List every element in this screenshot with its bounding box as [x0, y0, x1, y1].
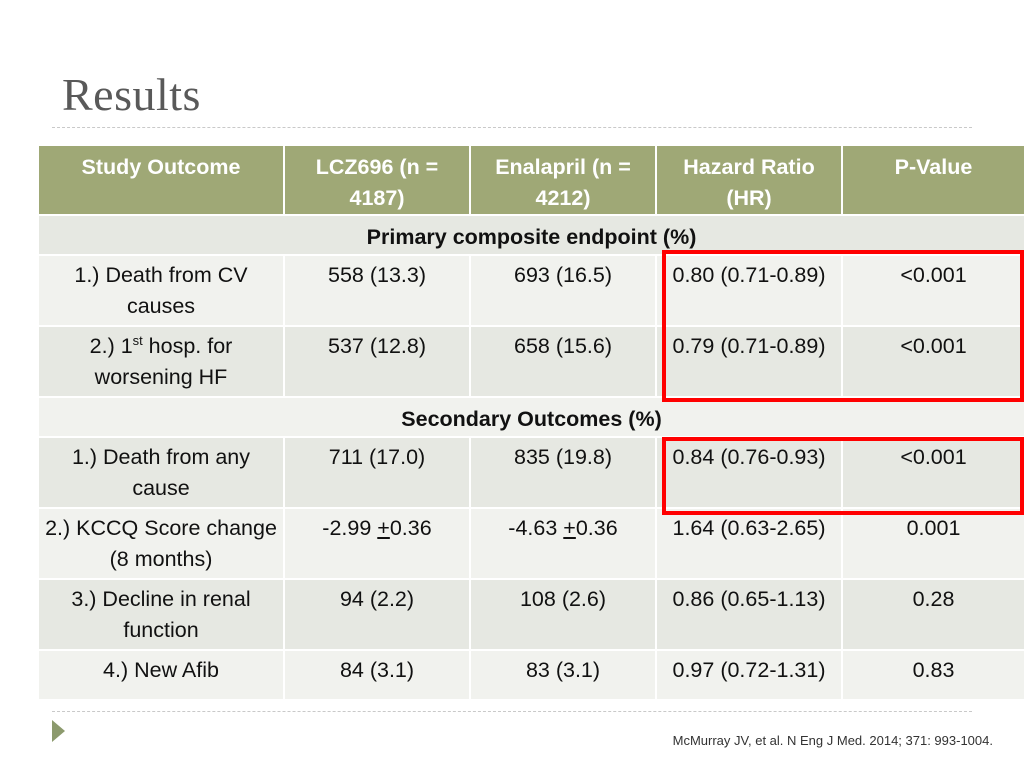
- section-row-secondary: Secondary Outcomes (%): [37, 396, 1024, 438]
- cell-outcome: 4.) New Afib: [37, 649, 285, 701]
- cell-p-value: <0.001: [841, 325, 1024, 398]
- header-study-outcome: Study Outcome: [37, 144, 285, 216]
- cell-enalapril: 108 (2.6): [469, 578, 657, 651]
- cell-hazard-ratio: 0.86 (0.65-1.13): [655, 578, 843, 651]
- cell-outcome: 2.) 1st hosp. for worsening HF: [37, 325, 285, 398]
- table-row: 1.) Death from any cause 711 (17.0) 835 …: [37, 436, 1024, 509]
- value-text: 0.36: [389, 516, 432, 540]
- value-text: 0.36: [575, 516, 618, 540]
- play-icon: [52, 720, 65, 742]
- value-text: -4.63: [508, 516, 564, 540]
- cell-enalapril: 658 (15.6): [469, 325, 657, 398]
- cell-hazard-ratio: 0.84 (0.76-0.93): [655, 436, 843, 509]
- header-enalapril: Enalapril (n = 4212): [469, 144, 657, 216]
- highlight-box-secondary: [662, 437, 1024, 515]
- section-title-primary: Primary composite endpoint (%): [37, 214, 1024, 256]
- cell-hazard-ratio: 1.64 (0.63-2.65): [655, 507, 843, 580]
- plus-minus-sign: +: [563, 516, 576, 540]
- cell-p-value: 0.001: [841, 507, 1024, 580]
- slide-title: Results: [62, 69, 201, 120]
- cell-outcome: 2.) KCCQ Score change (8 months): [37, 507, 285, 580]
- outcome-superscript: st: [132, 332, 143, 348]
- table-row: 3.) Decline in renal function 94 (2.2) 1…: [37, 578, 1024, 651]
- table-row: 4.) New Afib 84 (3.1) 83 (3.1) 0.97 (0.7…: [37, 649, 1024, 701]
- section-title-secondary: Secondary Outcomes (%): [37, 396, 1024, 438]
- cell-p-value: <0.001: [841, 254, 1024, 327]
- cell-hazard-ratio: 0.97 (0.72-1.31): [655, 649, 843, 701]
- cell-enalapril: -4.63 +0.36: [469, 507, 657, 580]
- section-row-primary: Primary composite endpoint (%): [37, 214, 1024, 256]
- table-row: 2.) 1st hosp. for worsening HF 537 (12.8…: [37, 325, 1024, 398]
- cell-p-value: 0.28: [841, 578, 1024, 651]
- cell-lcz696: 558 (13.3): [283, 254, 471, 327]
- cell-lcz696: 84 (3.1): [283, 649, 471, 701]
- top-divider: [52, 127, 972, 128]
- plus-minus-sign: +: [377, 516, 390, 540]
- cell-outcome: 1.) Death from any cause: [37, 436, 285, 509]
- outcome-text-post: hosp. for worsening HF: [94, 334, 233, 389]
- cell-hazard-ratio: 0.80 (0.71-0.89): [655, 254, 843, 327]
- cell-enalapril: 835 (19.8): [469, 436, 657, 509]
- cell-outcome: 3.) Decline in renal function: [37, 578, 285, 651]
- outcome-text-pre: 2.) 1: [89, 334, 133, 358]
- header-p-value: P-Value: [841, 144, 1024, 216]
- header-lcz696: LCZ696 (n = 4187): [283, 144, 471, 216]
- cell-p-value: <0.001: [841, 436, 1024, 509]
- bottom-divider: [52, 711, 972, 712]
- results-table: Study Outcome LCZ696 (n = 4187) Enalapri…: [37, 144, 1024, 701]
- header-hazard-ratio: Hazard Ratio (HR): [655, 144, 843, 216]
- value-text: -2.99: [322, 516, 378, 540]
- cell-lcz696: 94 (2.2): [283, 578, 471, 651]
- table-row: 2.) KCCQ Score change (8 months) -2.99 +…: [37, 507, 1024, 580]
- header-row: Study Outcome LCZ696 (n = 4187) Enalapri…: [37, 144, 1024, 216]
- cell-enalapril: 693 (16.5): [469, 254, 657, 327]
- cell-outcome: 1.) Death from CV causes: [37, 254, 285, 327]
- cell-p-value: 0.83: [841, 649, 1024, 701]
- cell-hazard-ratio: 0.79 (0.71-0.89): [655, 325, 843, 398]
- table-row: 1.) Death from CV causes 558 (13.3) 693 …: [37, 254, 1024, 327]
- highlight-box-primary: [662, 250, 1024, 402]
- cell-lcz696: 711 (17.0): [283, 436, 471, 509]
- citation: McMurray JV, et al. N Eng J Med. 2014; 3…: [672, 733, 993, 748]
- cell-lcz696: -2.99 +0.36: [283, 507, 471, 580]
- cell-enalapril: 83 (3.1): [469, 649, 657, 701]
- cell-lcz696: 537 (12.8): [283, 325, 471, 398]
